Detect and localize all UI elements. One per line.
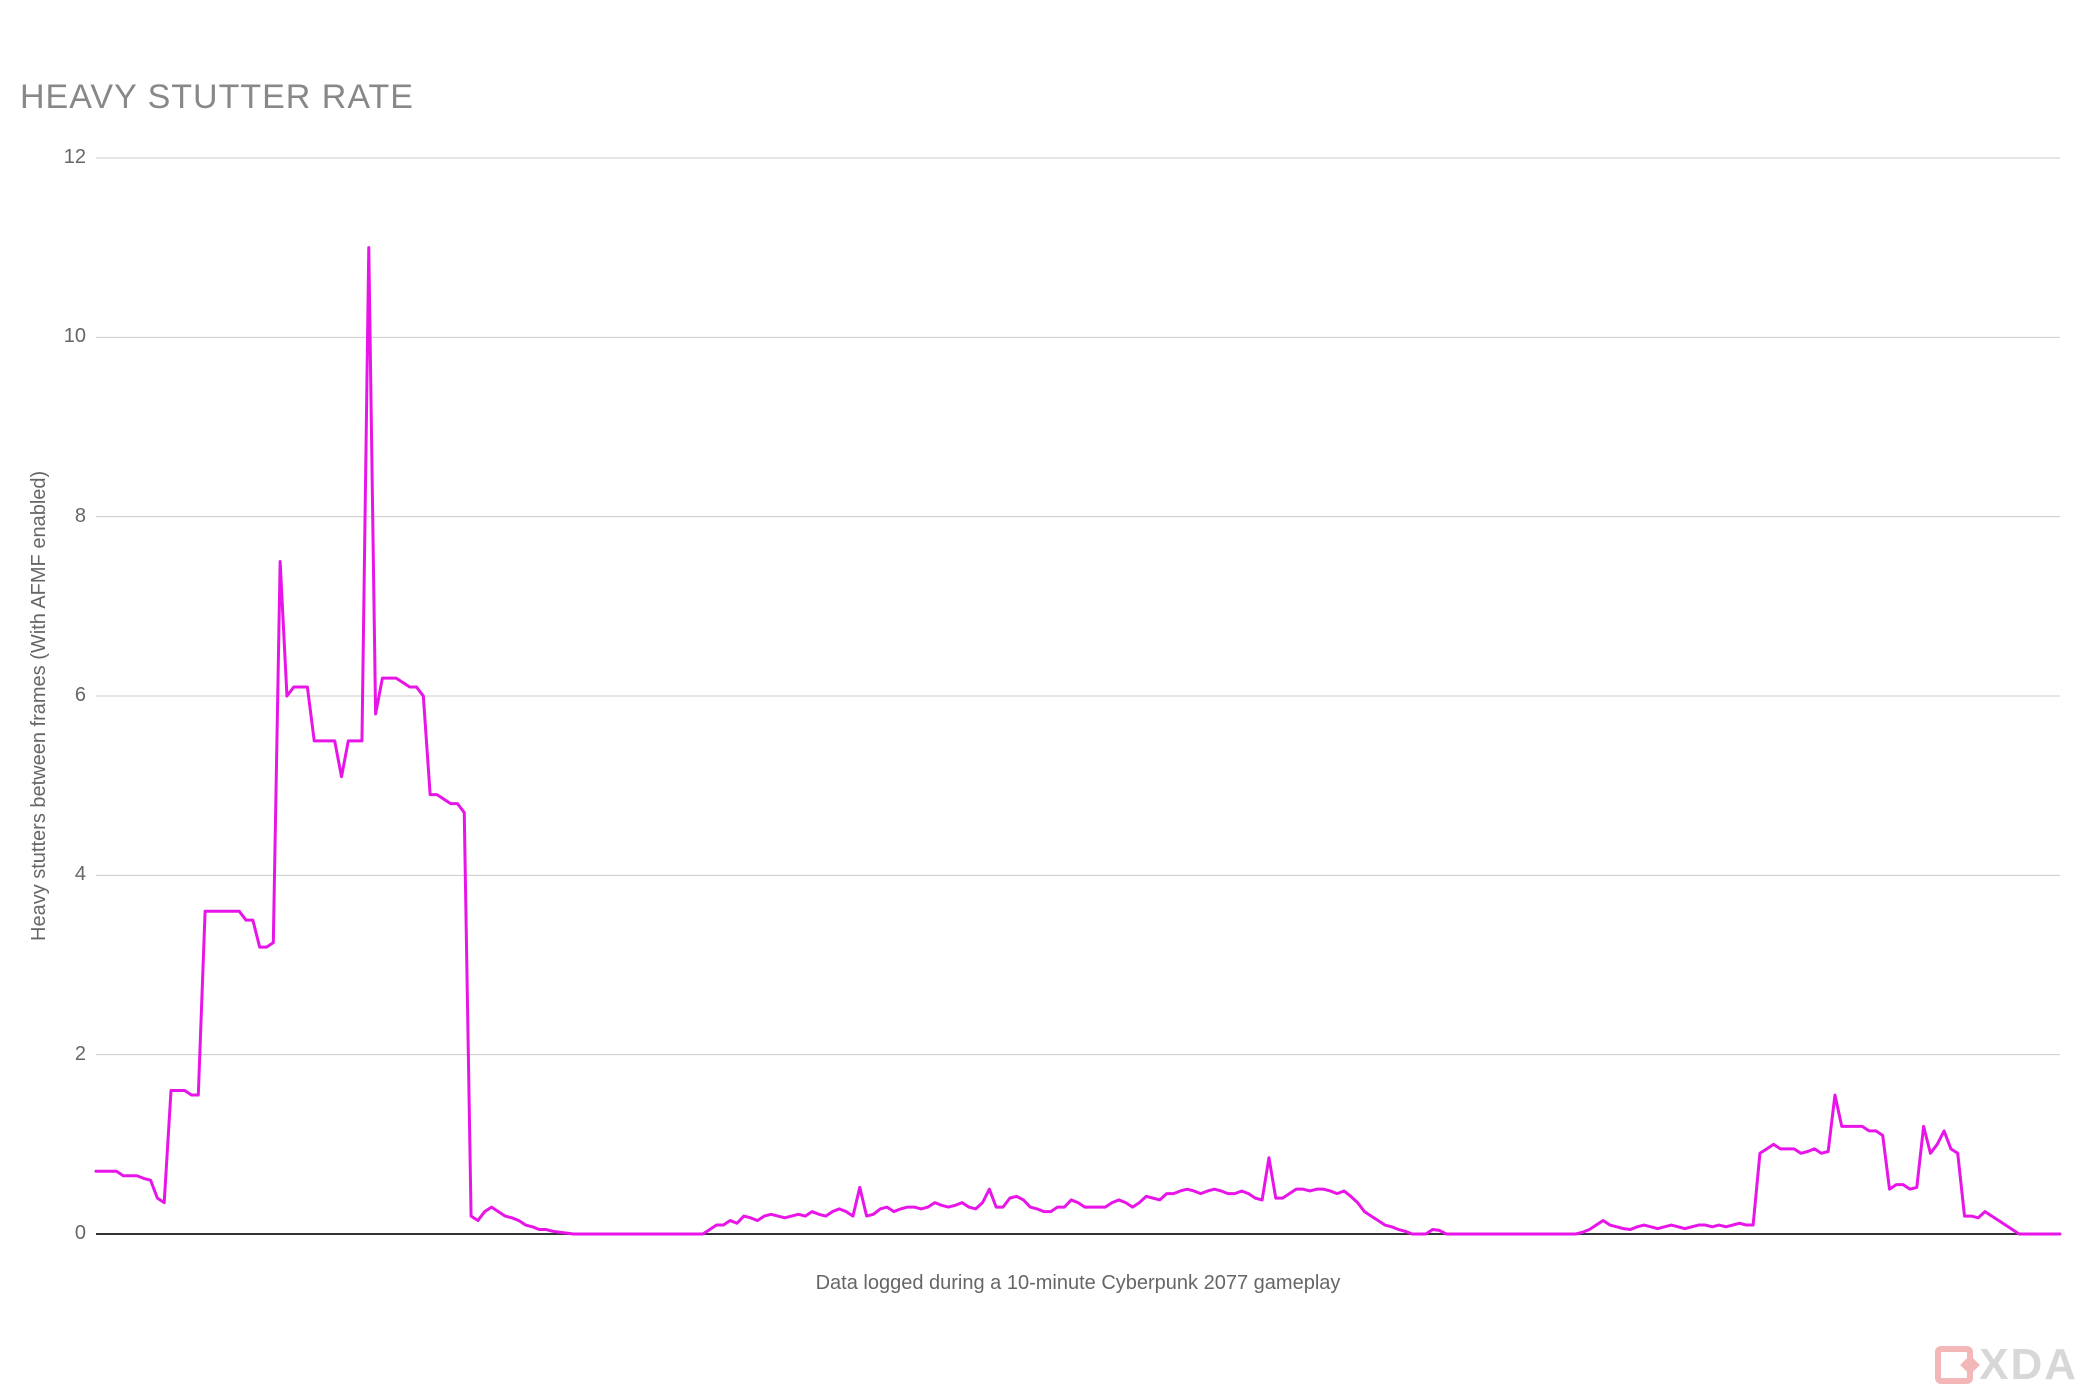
y-tick-label: 12 (46, 146, 86, 169)
watermark-logo: XDA (1935, 1340, 2078, 1390)
line-chart (0, 0, 2100, 1400)
watermark-text: XDA (1979, 1340, 2078, 1390)
y-tick-label: 4 (46, 863, 86, 886)
y-tick-label: 8 (46, 505, 86, 528)
stutter-line-series (96, 248, 2060, 1234)
y-tick-label: 10 (46, 325, 86, 348)
y-tick-label: 0 (46, 1222, 86, 1245)
y-tick-label: 6 (46, 684, 86, 707)
watermark-box-icon (1935, 1346, 1973, 1384)
y-tick-label: 2 (46, 1043, 86, 1066)
